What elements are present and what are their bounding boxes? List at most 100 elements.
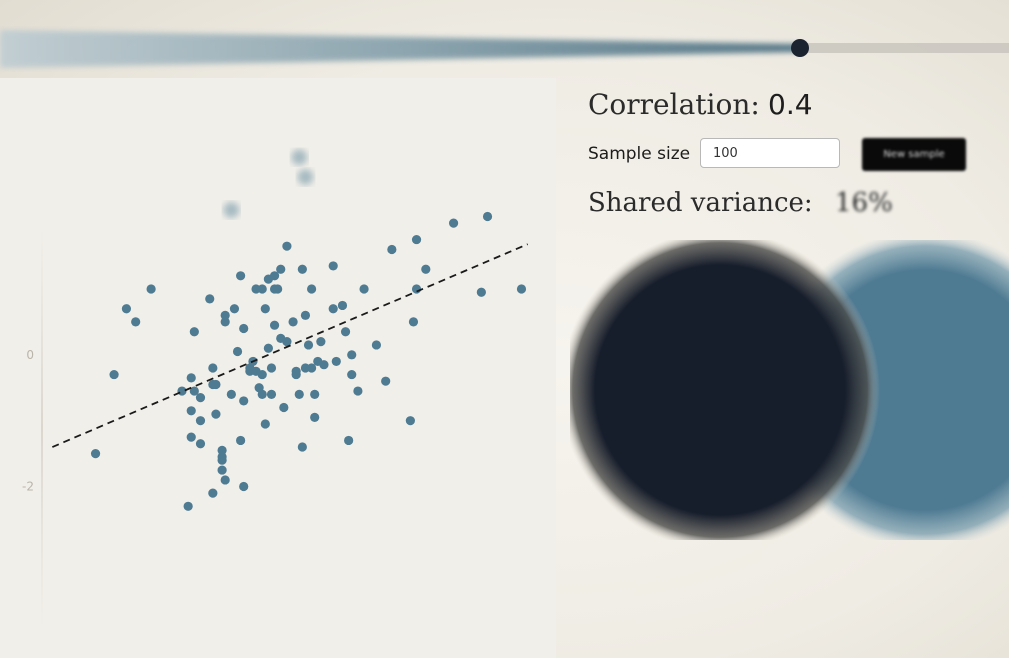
scatter-point <box>300 310 311 320</box>
scatter-point <box>223 201 240 218</box>
scatter-point <box>291 369 301 380</box>
scatter-point <box>186 406 196 416</box>
scatter-point <box>279 402 289 413</box>
scatter-point <box>189 386 199 396</box>
scatter-point <box>211 409 221 419</box>
scatter-point <box>328 304 338 314</box>
scatter-point <box>195 393 206 403</box>
scatter-point <box>260 419 270 429</box>
correlation-value: 0.4 <box>768 88 813 121</box>
scatter-point <box>229 304 240 314</box>
scatter-point <box>337 300 348 311</box>
scatter-point <box>220 317 230 327</box>
scatter-point <box>195 439 206 449</box>
scatter-point <box>344 435 354 446</box>
scatter-point <box>297 264 307 274</box>
scatter-point <box>307 284 317 294</box>
new-sample-button[interactable]: New sample <box>862 138 966 171</box>
scatter-point <box>482 211 493 222</box>
scatter-point <box>260 304 270 314</box>
scatter-point <box>269 320 280 330</box>
scatter-point <box>183 501 193 511</box>
scatter-point <box>90 449 101 459</box>
slider-rest <box>800 43 1009 53</box>
slider-knob[interactable] <box>791 39 809 57</box>
scatter-point <box>294 389 304 399</box>
scatter-point <box>220 475 230 485</box>
scatter-point <box>411 284 422 294</box>
scatter-point <box>273 284 283 294</box>
scatter-point <box>208 488 218 498</box>
scatter-point <box>217 465 227 475</box>
scatter-point <box>269 271 280 281</box>
shared-variance-venn <box>570 240 1009 540</box>
scatter-point <box>195 416 206 426</box>
scatter-point <box>232 346 243 357</box>
scatter-point <box>347 350 357 360</box>
scatter-plot-panel: 0 -2 <box>0 78 556 658</box>
y-axis-line <box>41 228 43 628</box>
scatter-point <box>186 432 196 442</box>
scatter-point <box>347 369 357 380</box>
scatter-point <box>257 284 267 294</box>
scatter-point <box>353 386 363 396</box>
y-tick-label: 0 <box>26 348 34 362</box>
regression-line <box>51 243 529 448</box>
y-tick-label: -2 <box>22 480 34 494</box>
scatter-point <box>340 327 351 337</box>
scatter-point <box>217 445 227 455</box>
scatter-point <box>146 284 156 294</box>
scatter-point <box>371 340 382 350</box>
scatter-point <box>208 363 218 373</box>
scatter-point <box>266 363 277 373</box>
scatter-point <box>316 337 326 347</box>
scatter-point <box>121 304 132 314</box>
scatter-point <box>516 284 527 294</box>
scatter-point <box>186 373 196 383</box>
scatter-point <box>109 369 119 380</box>
scatter-point <box>257 389 267 399</box>
scatter-point <box>381 376 391 386</box>
scatter-point <box>297 442 307 452</box>
scatter-point <box>387 244 397 255</box>
scatter-point <box>236 435 246 446</box>
scatter-point <box>310 412 320 422</box>
scatter-point <box>319 360 329 370</box>
scatter-point <box>411 234 422 245</box>
scatter-point <box>266 389 277 399</box>
scatter-point <box>226 389 236 399</box>
scatter-point <box>282 337 292 347</box>
sample-size-label: Sample size <box>588 144 691 164</box>
scatter-point <box>211 379 221 390</box>
scatter-point <box>263 343 273 353</box>
scatter-point <box>307 363 317 373</box>
correlation-slider[interactable] <box>0 22 1009 74</box>
correlation-label: Correlation: <box>588 88 760 121</box>
scatter-point <box>131 317 141 327</box>
scatter-point <box>288 317 298 327</box>
scatter-point <box>220 310 230 320</box>
scatter-point <box>205 294 215 304</box>
scatter-point <box>331 356 341 367</box>
scatter-point <box>303 340 314 350</box>
scatter-point <box>297 169 314 186</box>
scatter-point <box>405 416 415 426</box>
scatter-point <box>421 264 431 274</box>
sample-size-input[interactable] <box>700 138 840 168</box>
scatter-plot: 0 -2 <box>22 149 529 628</box>
scatter-point <box>239 323 249 334</box>
scatter-point <box>476 287 486 297</box>
scatter-point <box>328 261 338 271</box>
scatter-point <box>310 389 320 399</box>
venn-circle-a <box>570 240 880 540</box>
scatter-point <box>408 317 419 327</box>
scatter-point <box>236 271 246 281</box>
scatter-point <box>239 481 249 492</box>
scatter-point <box>189 327 199 337</box>
shared-variance-value: 16% <box>835 188 893 218</box>
scatter-point <box>239 396 249 406</box>
scatter-point <box>282 241 292 251</box>
scatter-point <box>257 369 267 380</box>
scatter-point <box>359 284 369 294</box>
scatter-point <box>217 455 227 465</box>
